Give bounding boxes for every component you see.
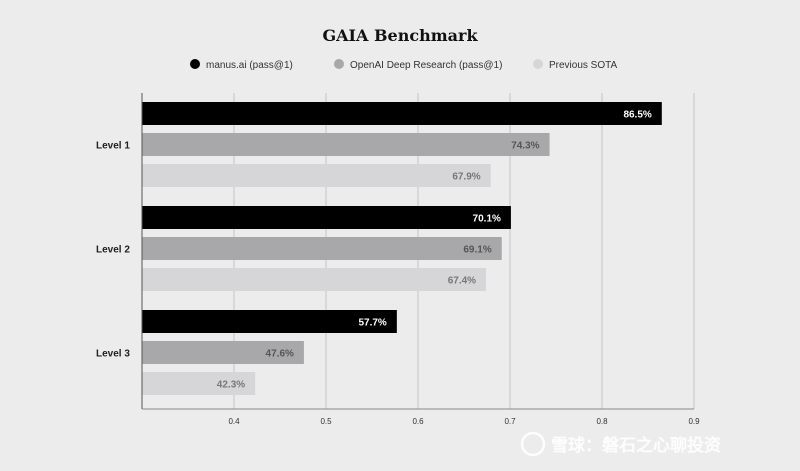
chart-title: GAIA Benchmark — [322, 26, 478, 45]
bar — [142, 268, 487, 291]
legend-marker — [334, 59, 344, 69]
x-tick-label: 0.8 — [596, 417, 608, 426]
data-label: 57.7% — [358, 318, 386, 329]
bar — [142, 372, 256, 395]
x-tick-label: 0.6 — [412, 417, 424, 426]
category-label: Level 2 — [96, 245, 130, 256]
legend: manus.ai (pass@1) OpenAI Deep Research (p… — [190, 59, 617, 71]
data-label: 74.3% — [511, 141, 539, 152]
bar — [142, 133, 550, 156]
x-tick-label: 0.4 — [228, 417, 240, 426]
bars: 86.5% 74.3% 67.9% 70.1% 69.1% 67.4% 57.7% 47.6%… — [142, 102, 662, 395]
data-label: 67.4% — [448, 276, 476, 287]
x-tick-label: 0.9 — [688, 417, 700, 426]
bar — [142, 341, 304, 364]
data-label: 70.1% — [473, 214, 501, 225]
legend-marker — [190, 59, 200, 69]
data-label: 69.1% — [463, 245, 491, 256]
category-label: Level 1 — [96, 141, 130, 152]
bar — [142, 206, 511, 229]
x-tick-label: 0.5 — [320, 417, 332, 426]
bar — [142, 237, 502, 260]
bar — [142, 102, 662, 125]
watermark: 雪球：磐石之心聊投资 — [520, 431, 721, 457]
bar — [142, 164, 491, 187]
legend-label: manus.ai (pass@1) — [206, 60, 293, 71]
legend-marker — [533, 59, 543, 69]
legend-label: Previous SOTA — [549, 60, 617, 71]
x-axis: 0.4 0.5 0.6 0.7 0.8 0.9 — [141, 93, 700, 426]
data-label: 47.6% — [266, 349, 294, 360]
watermark-text: 雪球：磐石之心聊投资 — [551, 435, 721, 456]
data-label: 86.5% — [623, 110, 651, 121]
y-axis-labels: Level 1 Level 2 Level 3 — [96, 141, 130, 360]
legend-label: OpenAI Deep Research (pass@1) — [350, 60, 502, 71]
x-tick-label: 0.7 — [504, 417, 516, 426]
data-label: 42.3% — [217, 380, 245, 391]
category-label: Level 3 — [96, 349, 130, 360]
bar — [142, 310, 397, 333]
data-label: 67.9% — [452, 172, 480, 183]
watermark-logo-icon — [520, 431, 546, 457]
